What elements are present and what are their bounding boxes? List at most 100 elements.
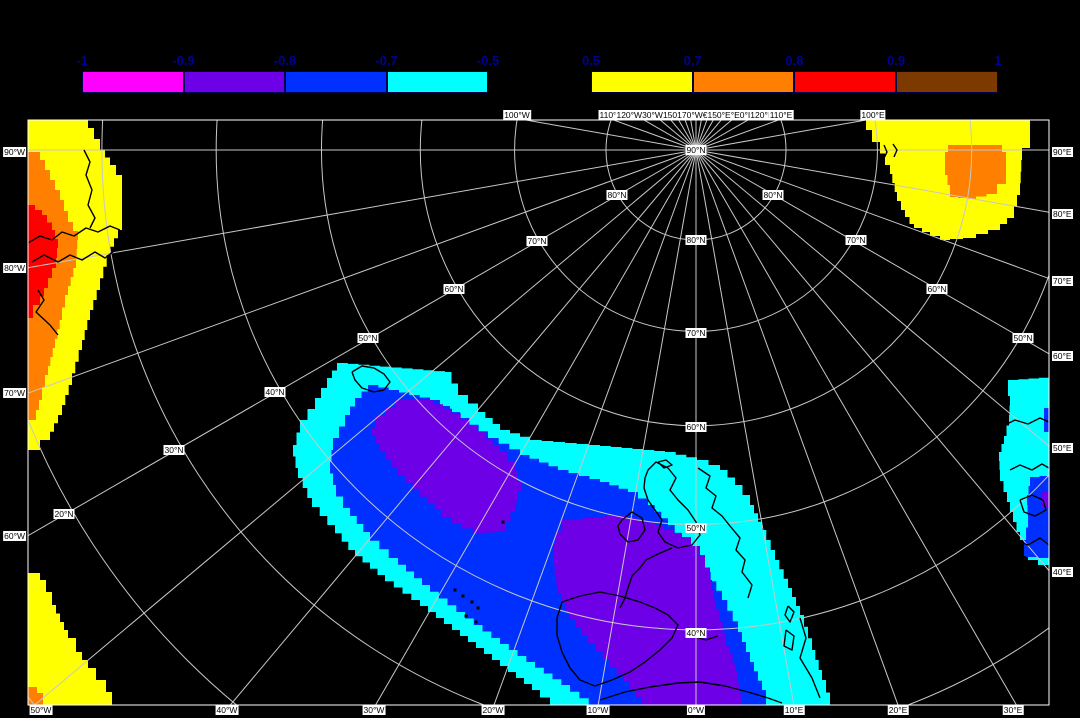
- lon-label-left: 80°W: [3, 263, 26, 273]
- lon-label-bottom: 0°W: [686, 705, 706, 715]
- coastline: [556, 591, 679, 687]
- lon-label-top: 100°E: [860, 110, 886, 120]
- island-dot: [476, 606, 480, 610]
- coastline: [35, 289, 59, 336]
- lon-label-bottom: 30°W: [362, 705, 386, 715]
- region-atlantic-purple-west: [372, 400, 521, 533]
- lat-label: 70°N: [685, 328, 707, 338]
- region-atlantic-purple-east: [553, 515, 742, 705]
- coastline: [351, 365, 391, 393]
- colorbar-positive-tick-label: 0.9: [887, 53, 906, 68]
- lon-label-right: 90°E: [1052, 147, 1073, 157]
- lon-label-left: 90°W: [3, 147, 26, 157]
- colorbar-positive-segment-0: [591, 71, 693, 93]
- colorbar-positive-segment-1: [692, 71, 795, 93]
- lat-label: 70°N: [526, 236, 548, 246]
- coastline: [619, 547, 673, 609]
- lon-label-right: 50°E: [1052, 443, 1073, 453]
- colorbar-negative-tick-label: -0.9: [172, 53, 195, 68]
- lat-label: 40°N: [264, 387, 286, 397]
- lat-label: 20°N: [53, 509, 75, 519]
- coastline: [784, 605, 795, 623]
- lon-label-right: 40°E: [1052, 567, 1073, 577]
- coastline: [1004, 417, 1049, 426]
- island-dot: [453, 588, 457, 592]
- colorbar-negative-segment-0: [82, 71, 184, 93]
- region-noramerica-red: [28, 205, 58, 322]
- island-dot: [464, 614, 468, 618]
- island-dot: [501, 520, 505, 524]
- coastline: [799, 617, 821, 699]
- coastline: [697, 467, 753, 599]
- island-dot: [461, 594, 465, 598]
- coastline: [657, 459, 673, 469]
- map-frame: [27, 119, 1050, 706]
- lon-label-bottom: 10°E: [783, 705, 805, 715]
- coastline: [892, 143, 898, 158]
- lat-label: 60°N: [926, 284, 948, 294]
- colorbar-positive-tick-label: 0.7: [683, 53, 702, 68]
- lat-label: 50°N: [685, 523, 707, 533]
- colorbar-positive-tick-label: 0.5: [581, 53, 601, 68]
- colorbar-positive-tick-label: 0.8: [785, 53, 804, 68]
- lon-label-top: 100°W: [503, 110, 531, 120]
- lat-label: 80°N: [685, 235, 707, 245]
- colorbar-negative-tick-label: -0.8: [273, 53, 297, 68]
- coastlines: [28, 143, 1049, 704]
- coastline: [1019, 494, 1047, 517]
- island-dot: [470, 600, 474, 604]
- lon-label-right: 80°E: [1052, 209, 1073, 219]
- coastline: [83, 149, 96, 229]
- coastline: [28, 225, 121, 244]
- lat-label: 50°N: [1012, 333, 1034, 343]
- colorbar-positive-segment-2: [794, 71, 897, 93]
- lat-label: 50°N: [357, 333, 379, 343]
- lat-label: 40°N: [685, 628, 707, 638]
- colorbar-negative-tick-label: -0.5: [476, 53, 500, 68]
- colorbar-negative-tick-label: -0.7: [375, 53, 398, 68]
- lon-label-bottom: 10°W: [586, 705, 610, 715]
- lon-label-right: 60°E: [1052, 351, 1073, 361]
- coastline: [694, 635, 719, 641]
- colorbar-negative-segment-2: [285, 71, 387, 93]
- region-southwest-yellow: [28, 573, 112, 705]
- coastline: [643, 461, 701, 549]
- lat-label: 60°N: [685, 422, 707, 432]
- region-caspian-blue-north: [1044, 406, 1049, 432]
- lon-label-left: 70°W: [3, 388, 26, 398]
- lon-label-top: 110°W: [598, 110, 626, 120]
- region-siberia-orange: [945, 145, 1006, 199]
- lon-label-bottom: 30°E: [1002, 705, 1024, 715]
- coastline: [31, 247, 119, 263]
- lon-label-bottom: 40°W: [215, 705, 239, 715]
- lon-label-right: 70°E: [1052, 276, 1073, 286]
- lat-label: 80°N: [606, 190, 628, 200]
- coastline: [783, 629, 795, 651]
- lon-label-bottom: 20°E: [887, 705, 909, 715]
- coastline: [883, 144, 888, 159]
- coastline: [599, 681, 783, 704]
- lat-label: 70°N: [845, 235, 867, 245]
- island-dot: [474, 620, 478, 624]
- lon-label-left: 60°W: [3, 531, 26, 541]
- lat-label: 30°N: [163, 445, 185, 455]
- lon-label-top: 120°W30°W150170°W€150°E°E0°I120°E: [615, 110, 775, 120]
- colorbar-negative-segment-3: [386, 71, 488, 93]
- colorbar-negative-tick-label: -1: [76, 53, 88, 68]
- colorbar-negative-segment-1: [183, 71, 285, 93]
- colorbar-positive-segment-3: [896, 71, 998, 93]
- lon-label-top: 110°E: [768, 110, 794, 120]
- coastline: [617, 511, 646, 543]
- lon-label-bottom: 20°W: [481, 705, 505, 715]
- lat-label: 90°N: [685, 145, 707, 155]
- lon-label-bottom: 50°W: [29, 705, 53, 715]
- lat-label: 80°N: [762, 190, 784, 200]
- coastline: [1009, 463, 1049, 471]
- lat-label: 60°N: [443, 284, 465, 294]
- coastline: [1014, 537, 1049, 546]
